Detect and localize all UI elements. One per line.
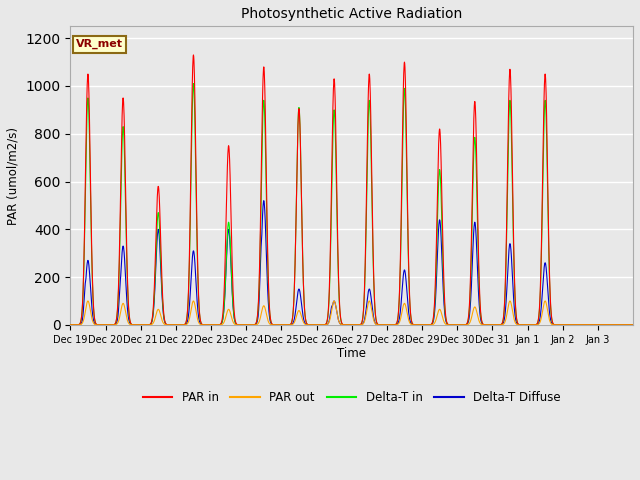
Title: Photosynthetic Active Radiation: Photosynthetic Active Radiation — [241, 7, 462, 21]
X-axis label: Time: Time — [337, 348, 366, 360]
Y-axis label: PAR (umol/m2/s): PAR (umol/m2/s) — [7, 127, 20, 225]
Legend: PAR in, PAR out, Delta-T in, Delta-T Diffuse: PAR in, PAR out, Delta-T in, Delta-T Dif… — [138, 386, 566, 408]
Text: VR_met: VR_met — [76, 39, 123, 49]
